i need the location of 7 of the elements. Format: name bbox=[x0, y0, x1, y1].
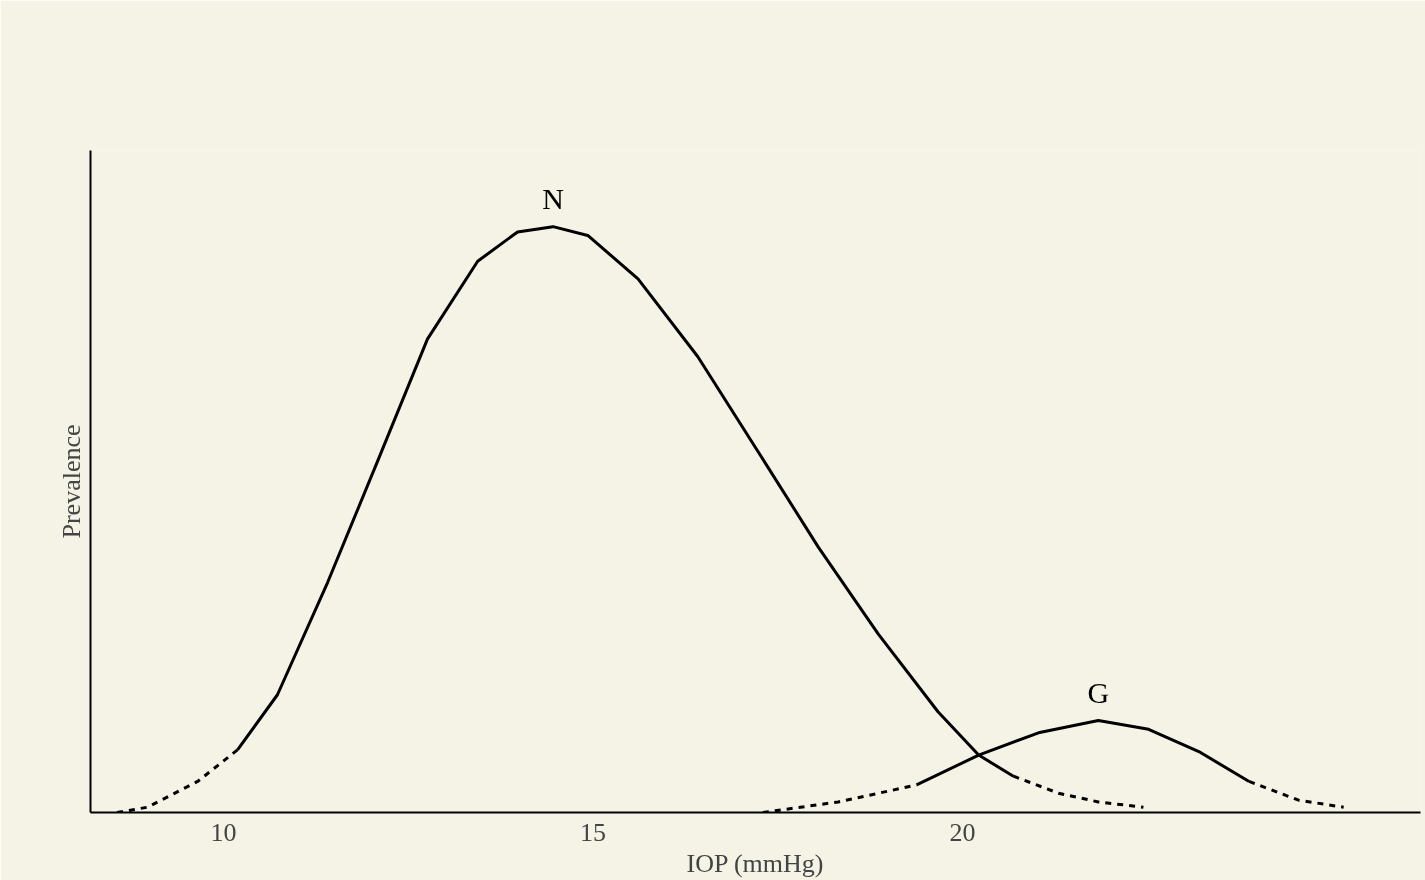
y-axis-title: Prevalence bbox=[56, 424, 86, 539]
x-tick-label: 20 bbox=[949, 817, 976, 847]
x-axis-title: IOP (mmHg) bbox=[686, 848, 824, 878]
series-label: G bbox=[1087, 675, 1110, 709]
x-tick-label: 15 bbox=[579, 817, 606, 847]
x-tick-label: 10 bbox=[210, 817, 237, 847]
series-label: N bbox=[542, 181, 564, 215]
